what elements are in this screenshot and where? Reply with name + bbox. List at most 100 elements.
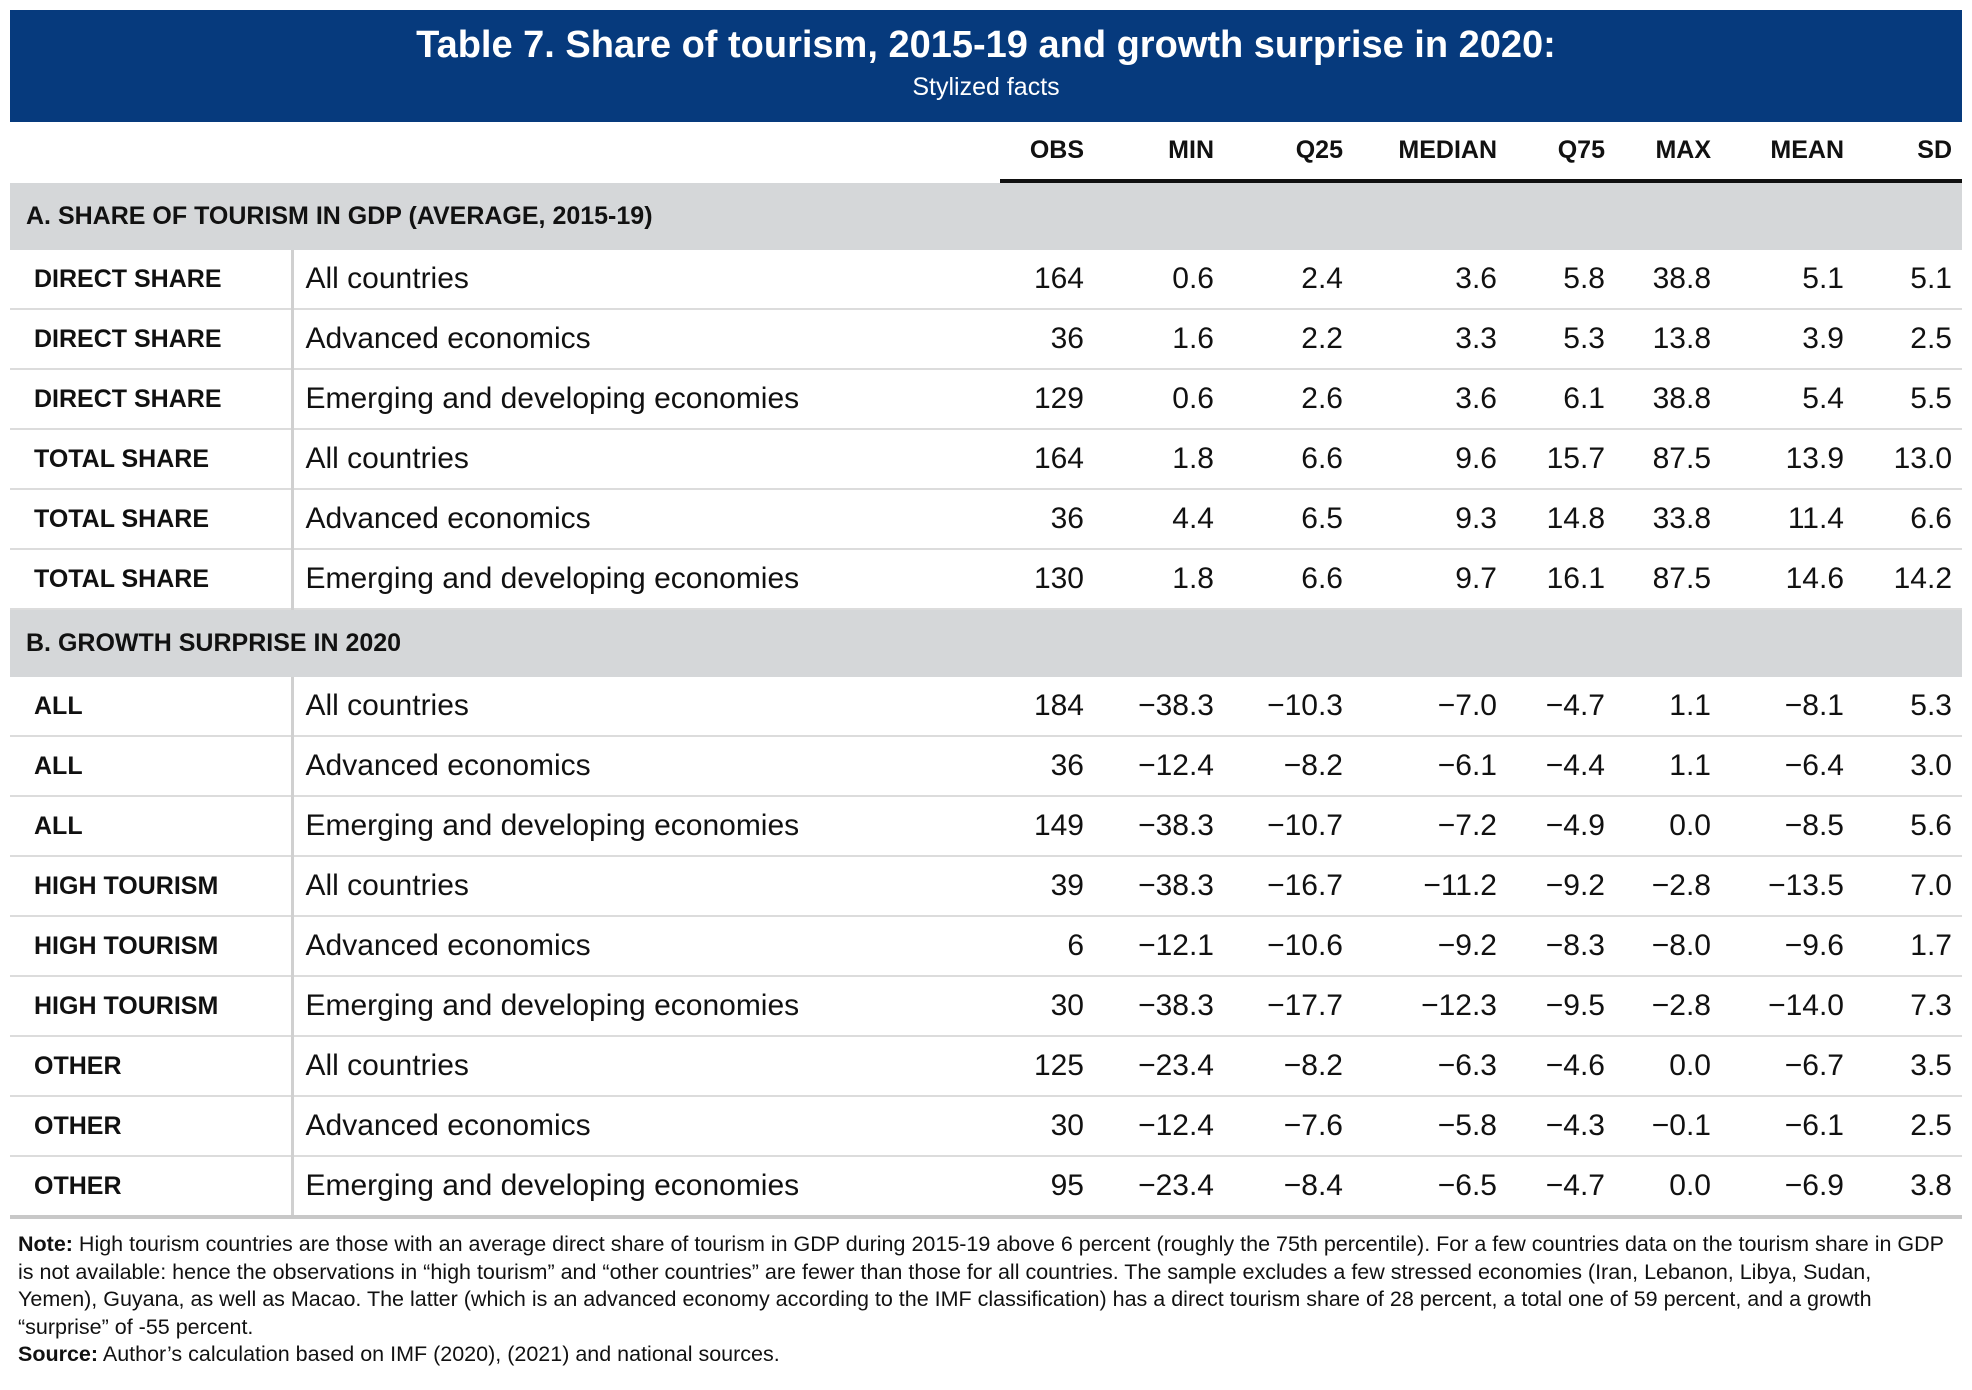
column-header: SD xyxy=(1854,122,1962,183)
cell: 30 xyxy=(1000,976,1094,1037)
cell: 5.1 xyxy=(1721,250,1854,310)
cell: 13.0 xyxy=(1854,429,1962,490)
data-row: TOTAL SHARE Advanced economics 36 4.4 6.5 9.3… xyxy=(10,489,1962,550)
column-header-row: OBS MIN Q25 MEDIAN Q75 MAX MEAN SD xyxy=(10,122,1962,183)
cell: −17.7 xyxy=(1224,976,1353,1037)
cell: −14.0 xyxy=(1721,976,1854,1037)
cell: 87.5 xyxy=(1615,549,1721,610)
data-row: DIRECT SHARE Advanced economics 36 1.6 2.2 3.… xyxy=(10,309,1962,370)
cell: 184 xyxy=(1000,677,1094,737)
cell: 1.8 xyxy=(1094,549,1224,610)
cell: 3.0 xyxy=(1854,736,1962,797)
cell: −9.2 xyxy=(1507,856,1615,917)
row-label: All countries xyxy=(292,429,1000,490)
title-bar: Table 7. Share of tourism, 2015-19 and g… xyxy=(10,10,1962,122)
data-row: ALL Advanced economics 36 −12.4 −8.2 −6.1 −4.4… xyxy=(10,736,1962,797)
data-row: TOTAL SHARE Emerging and developing econo… xyxy=(10,549,1962,610)
data-row: OTHER Advanced economics 30 −12.4 −7.6 −5.8 −4… xyxy=(10,1096,1962,1157)
row-group: DIRECT SHARE xyxy=(10,250,294,310)
cell: −7.6 xyxy=(1224,1096,1353,1157)
row-label: Advanced economics xyxy=(292,736,1000,797)
cell: −12.4 xyxy=(1094,736,1224,797)
cell: −2.8 xyxy=(1615,856,1721,917)
cell: −8.3 xyxy=(1507,916,1615,977)
column-header: MAX xyxy=(1615,122,1721,183)
cell: 0.0 xyxy=(1615,796,1721,857)
cell: −23.4 xyxy=(1094,1156,1224,1219)
cell: −10.7 xyxy=(1224,796,1353,857)
note-label: Note: xyxy=(18,1232,73,1256)
row-label: All countries xyxy=(292,856,1000,917)
column-header: MIN xyxy=(1094,122,1224,183)
cell: 13.9 xyxy=(1721,429,1854,490)
cell: 6 xyxy=(1000,916,1094,977)
cell: 3.9 xyxy=(1721,309,1854,370)
cell: −6.3 xyxy=(1353,1036,1507,1097)
row-label: Emerging and developing economies xyxy=(292,549,1000,610)
cell: 1.1 xyxy=(1615,677,1721,737)
cell: 149 xyxy=(1000,796,1094,857)
cell: −4.7 xyxy=(1507,677,1615,737)
column-header: MEDIAN xyxy=(1353,122,1507,183)
row-label: Emerging and developing economies xyxy=(292,369,1000,430)
cell: −38.3 xyxy=(1094,677,1224,737)
data-row: HIGH TOURISM All countries 39 −38.3 −16.7 −11… xyxy=(10,856,1962,917)
cell: 3.6 xyxy=(1353,250,1507,310)
data-row: OTHER Emerging and developing economies 95… xyxy=(10,1156,1962,1219)
cell: 2.6 xyxy=(1224,369,1353,430)
data-row: HIGH TOURISM Advanced economics 6 −12.1 −10.… xyxy=(10,916,1962,977)
row-group: OTHER xyxy=(10,1096,294,1157)
cell: 30 xyxy=(1000,1096,1094,1157)
cell: −38.3 xyxy=(1094,796,1224,857)
row-group: ALL xyxy=(10,677,294,737)
row-group: TOTAL SHARE xyxy=(10,549,294,610)
cell: 11.4 xyxy=(1721,489,1854,550)
cell: −8.2 xyxy=(1224,1036,1353,1097)
cell: −5.8 xyxy=(1353,1096,1507,1157)
note-text: High tourism countries are those with an… xyxy=(18,1232,1944,1339)
cell: 36 xyxy=(1000,309,1094,370)
cell: −4.7 xyxy=(1507,1156,1615,1219)
data-row: ALL All countries 184 −38.3 −10.3 −7.0 −4.7 1.1… xyxy=(10,677,1962,737)
cell: −8.2 xyxy=(1224,736,1353,797)
cell: 129 xyxy=(1000,369,1094,430)
cell: −8.0 xyxy=(1615,916,1721,977)
cell: 6.5 xyxy=(1224,489,1353,550)
cell: −9.6 xyxy=(1721,916,1854,977)
section-title: B. GROWTH SURPRISE IN 2020 xyxy=(10,609,1962,677)
cell: 6.6 xyxy=(1224,429,1353,490)
cell: 38.8 xyxy=(1615,250,1721,310)
row-group: DIRECT SHARE xyxy=(10,309,294,370)
cell: 6.6 xyxy=(1854,489,1962,550)
data-row: OTHER All countries 125 −23.4 −8.2 −6.3 −4.6 0.… xyxy=(10,1036,1962,1097)
cell: 164 xyxy=(1000,429,1094,490)
cell: −4.3 xyxy=(1507,1096,1615,1157)
row-label: Advanced economics xyxy=(292,916,1000,977)
row-group: OTHER xyxy=(10,1156,294,1219)
cell: −12.3 xyxy=(1353,976,1507,1037)
cell: −9.5 xyxy=(1507,976,1615,1037)
source-label: Source: xyxy=(18,1342,99,1366)
cell: −0.1 xyxy=(1615,1096,1721,1157)
cell: 1.1 xyxy=(1615,736,1721,797)
cell: 95 xyxy=(1000,1156,1094,1219)
cell: 14.8 xyxy=(1507,489,1615,550)
cell: −6.7 xyxy=(1721,1036,1854,1097)
cell: −6.9 xyxy=(1721,1156,1854,1219)
cell: 2.5 xyxy=(1854,1096,1962,1157)
cell: 1.7 xyxy=(1854,916,1962,977)
cell: −11.2 xyxy=(1353,856,1507,917)
row-group: HIGH TOURISM xyxy=(10,976,294,1037)
header-spacer xyxy=(10,122,1000,181)
cell: 9.6 xyxy=(1353,429,1507,490)
cell: −10.6 xyxy=(1224,916,1353,977)
data-table: OBS MIN Q25 MEDIAN Q75 MAX MEAN SD A. SHARE OF T… xyxy=(10,122,1962,1219)
row-label: Advanced economics xyxy=(292,489,1000,550)
row-group: HIGH TOURISM xyxy=(10,856,294,917)
cell: 13.8 xyxy=(1615,309,1721,370)
cell: −8.5 xyxy=(1721,796,1854,857)
cell: −10.3 xyxy=(1224,677,1353,737)
cell: −12.1 xyxy=(1094,916,1224,977)
cell: 5.3 xyxy=(1854,677,1962,737)
